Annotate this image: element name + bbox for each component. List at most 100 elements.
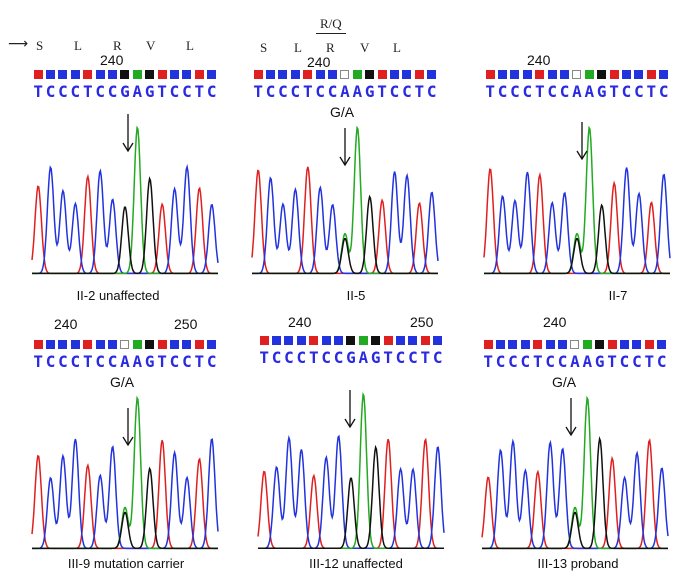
- base-call: C: [45, 352, 56, 371]
- quality-square: [58, 70, 68, 79]
- base-call: T: [33, 82, 44, 101]
- quality-square: [414, 70, 424, 79]
- chromatogram-trace: [31, 395, 219, 550]
- quality-square: [557, 340, 567, 349]
- quality-square: [95, 70, 105, 79]
- substitution-label: R/Q: [320, 16, 342, 31]
- quality-square: [495, 340, 505, 349]
- quality-square: [145, 70, 155, 79]
- quality-square: [559, 70, 569, 79]
- quality-square: [278, 70, 288, 79]
- quality-bar-row: [252, 70, 438, 79]
- base-call: T: [534, 82, 545, 101]
- quality-square: [535, 70, 545, 79]
- base-call: A: [358, 348, 369, 367]
- position-number: 240: [288, 314, 312, 330]
- quality-square: [182, 70, 192, 79]
- trace-C: [32, 163, 219, 275]
- base-call: C: [522, 82, 533, 101]
- base-call: T: [82, 352, 93, 371]
- base-call: T: [485, 82, 496, 101]
- quality-square: [510, 70, 520, 79]
- base-call: C: [315, 82, 325, 101]
- quality-square: [520, 340, 530, 349]
- quality-square: [333, 336, 343, 345]
- base-call: T: [483, 352, 494, 371]
- base-call: C: [621, 82, 632, 101]
- quality-square: [194, 70, 204, 79]
- panel-caption: II-2 unaffected: [76, 288, 160, 303]
- amino-acid: L: [74, 38, 82, 53]
- base-call: C: [547, 82, 557, 101]
- quality-square: [340, 70, 350, 79]
- base-call: C: [278, 82, 288, 101]
- base-call: C: [497, 82, 508, 101]
- base-call: C: [402, 82, 412, 101]
- panel-caption: II-5: [346, 288, 366, 303]
- base-call: C: [634, 82, 644, 101]
- base-call: C: [182, 82, 192, 101]
- quality-square: [483, 340, 493, 349]
- quality-square: [107, 70, 117, 79]
- amino-acid: R: [326, 40, 335, 55]
- base-call: C: [432, 348, 443, 367]
- quality-square: [395, 336, 405, 345]
- mutation-arrow-icon: [122, 408, 134, 447]
- base-call: T: [644, 352, 655, 371]
- base-call: C: [107, 352, 118, 371]
- quality-square: [582, 340, 592, 349]
- chromatogram-trace: [481, 395, 669, 550]
- quality-bar-row: [484, 70, 670, 79]
- trace-C: [252, 171, 439, 275]
- chromatogram-trace: [31, 125, 219, 275]
- base-call: C: [271, 348, 282, 367]
- base-call: C: [557, 352, 568, 371]
- quality-square: [182, 340, 192, 349]
- mutation-arrow-icon: [344, 390, 356, 429]
- base-call: G: [144, 352, 155, 371]
- base-call: C: [520, 352, 531, 371]
- quality-square: [365, 70, 375, 79]
- base-call: T: [194, 82, 205, 101]
- panel-caption: II-7: [608, 288, 628, 303]
- base-call: C: [70, 82, 81, 101]
- quality-square: [619, 340, 629, 349]
- base-call: C: [632, 352, 642, 371]
- base-call: C: [389, 82, 400, 101]
- amino-acid-row-left: S L R V L: [36, 38, 236, 54]
- quality-square: [433, 336, 443, 345]
- trace-C: [258, 434, 445, 550]
- base-call: C: [327, 82, 338, 101]
- mutation-arrow-icon: [565, 398, 577, 437]
- trace-G: [32, 466, 218, 550]
- base-call: C: [206, 82, 217, 101]
- amino-acid: L: [294, 40, 302, 55]
- quality-square: [284, 336, 294, 345]
- base-call: C: [265, 82, 276, 101]
- quality-square: [607, 340, 617, 349]
- base-call: A: [352, 82, 363, 101]
- base-call: C: [658, 82, 669, 101]
- quality-square: [70, 340, 80, 349]
- quality-square: [321, 336, 331, 345]
- mutation-label: G/A: [110, 374, 135, 390]
- quality-square: [547, 70, 557, 79]
- quality-square: [132, 340, 142, 349]
- quality-square: [646, 70, 656, 79]
- quality-square: [358, 336, 368, 345]
- base-call: C: [619, 352, 630, 371]
- base-call: G: [144, 82, 155, 101]
- trace-G: [258, 444, 444, 550]
- base-call: C: [169, 82, 180, 101]
- position-number: 240: [54, 316, 78, 332]
- quality-square: [169, 70, 179, 79]
- mutation-label: G/A: [330, 104, 355, 120]
- base-call: A: [340, 82, 350, 101]
- mutation-arrow-icon: [576, 122, 588, 161]
- quality-square: [352, 70, 362, 79]
- quality-square: [207, 70, 217, 79]
- base-call: C: [296, 348, 307, 367]
